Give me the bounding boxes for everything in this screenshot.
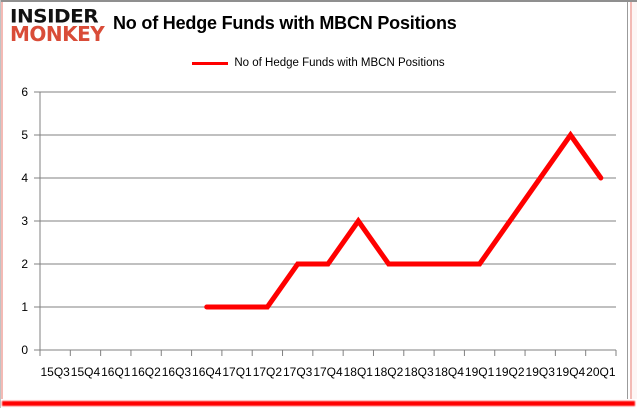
legend-label: No of Hedge Funds with MBCN Positions <box>234 57 445 69</box>
x-axis-tick-label: 17Q4 <box>313 365 343 379</box>
frame-border-bottom-red <box>2 401 635 406</box>
frame-border-right-wash <box>632 2 637 399</box>
x-axis-tick-label: 18Q2 <box>374 365 404 379</box>
x-axis-tick-label: 17Q1 <box>222 365 252 379</box>
legend: No of Hedge Funds with MBCN Positions <box>0 55 637 71</box>
x-axis-tick-label: 16Q2 <box>131 365 161 379</box>
x-axis-tick-label: 17Q3 <box>283 365 313 379</box>
x-axis-tick-label: 19Q1 <box>465 365 495 379</box>
x-axis-tick-label: 16Q1 <box>101 365 131 379</box>
y-axis-tick-label: 2 <box>21 257 28 271</box>
x-axis-tick-label: 19Q3 <box>526 365 556 379</box>
legend-line-swatch <box>192 61 229 65</box>
x-axis-tick-label: 19Q2 <box>495 365 525 379</box>
y-axis-tick-label: 5 <box>21 128 28 142</box>
frame-border-right-gray <box>627 2 628 399</box>
x-axis-tick-label: 18Q3 <box>404 365 434 379</box>
frame-border-left-pink <box>1 2 3 399</box>
x-axis-tick-label: 20Q1 <box>586 365 616 379</box>
frame-border-right-pink <box>630 2 632 399</box>
frame-border-top <box>0 0 637 2</box>
x-axis-tick-label: 18Q4 <box>435 365 465 379</box>
logo-text-insider: INSIDER <box>10 4 99 28</box>
x-axis-tick-label: 18Q1 <box>344 365 374 379</box>
x-axis-tick-label: 16Q3 <box>162 365 192 379</box>
x-axis-tick-label: 16Q4 <box>192 365 222 379</box>
y-axis-tick-label: 3 <box>21 214 28 228</box>
insider-monkey-logo: INSIDER MONKEY <box>10 4 105 46</box>
x-axis-tick-label: 17Q2 <box>253 365 283 379</box>
x-axis-tick-label: 15Q3 <box>40 365 70 379</box>
logo-text-monkey: MONKEY <box>10 22 105 46</box>
chart-title: No of Hedge Funds with MBCN Positions <box>113 13 457 33</box>
y-axis-tick-label: 1 <box>21 300 28 314</box>
y-axis-tick-label: 6 <box>21 85 28 99</box>
frame-border-left-gray <box>0 0 1 408</box>
y-axis-tick-label: 0 <box>21 343 28 357</box>
y-axis-tick-label: 4 <box>21 171 28 185</box>
x-axis-tick-label: 15Q4 <box>71 365 101 379</box>
series-line <box>204 130 604 310</box>
x-axis-tick-label: 19Q4 <box>556 365 586 379</box>
